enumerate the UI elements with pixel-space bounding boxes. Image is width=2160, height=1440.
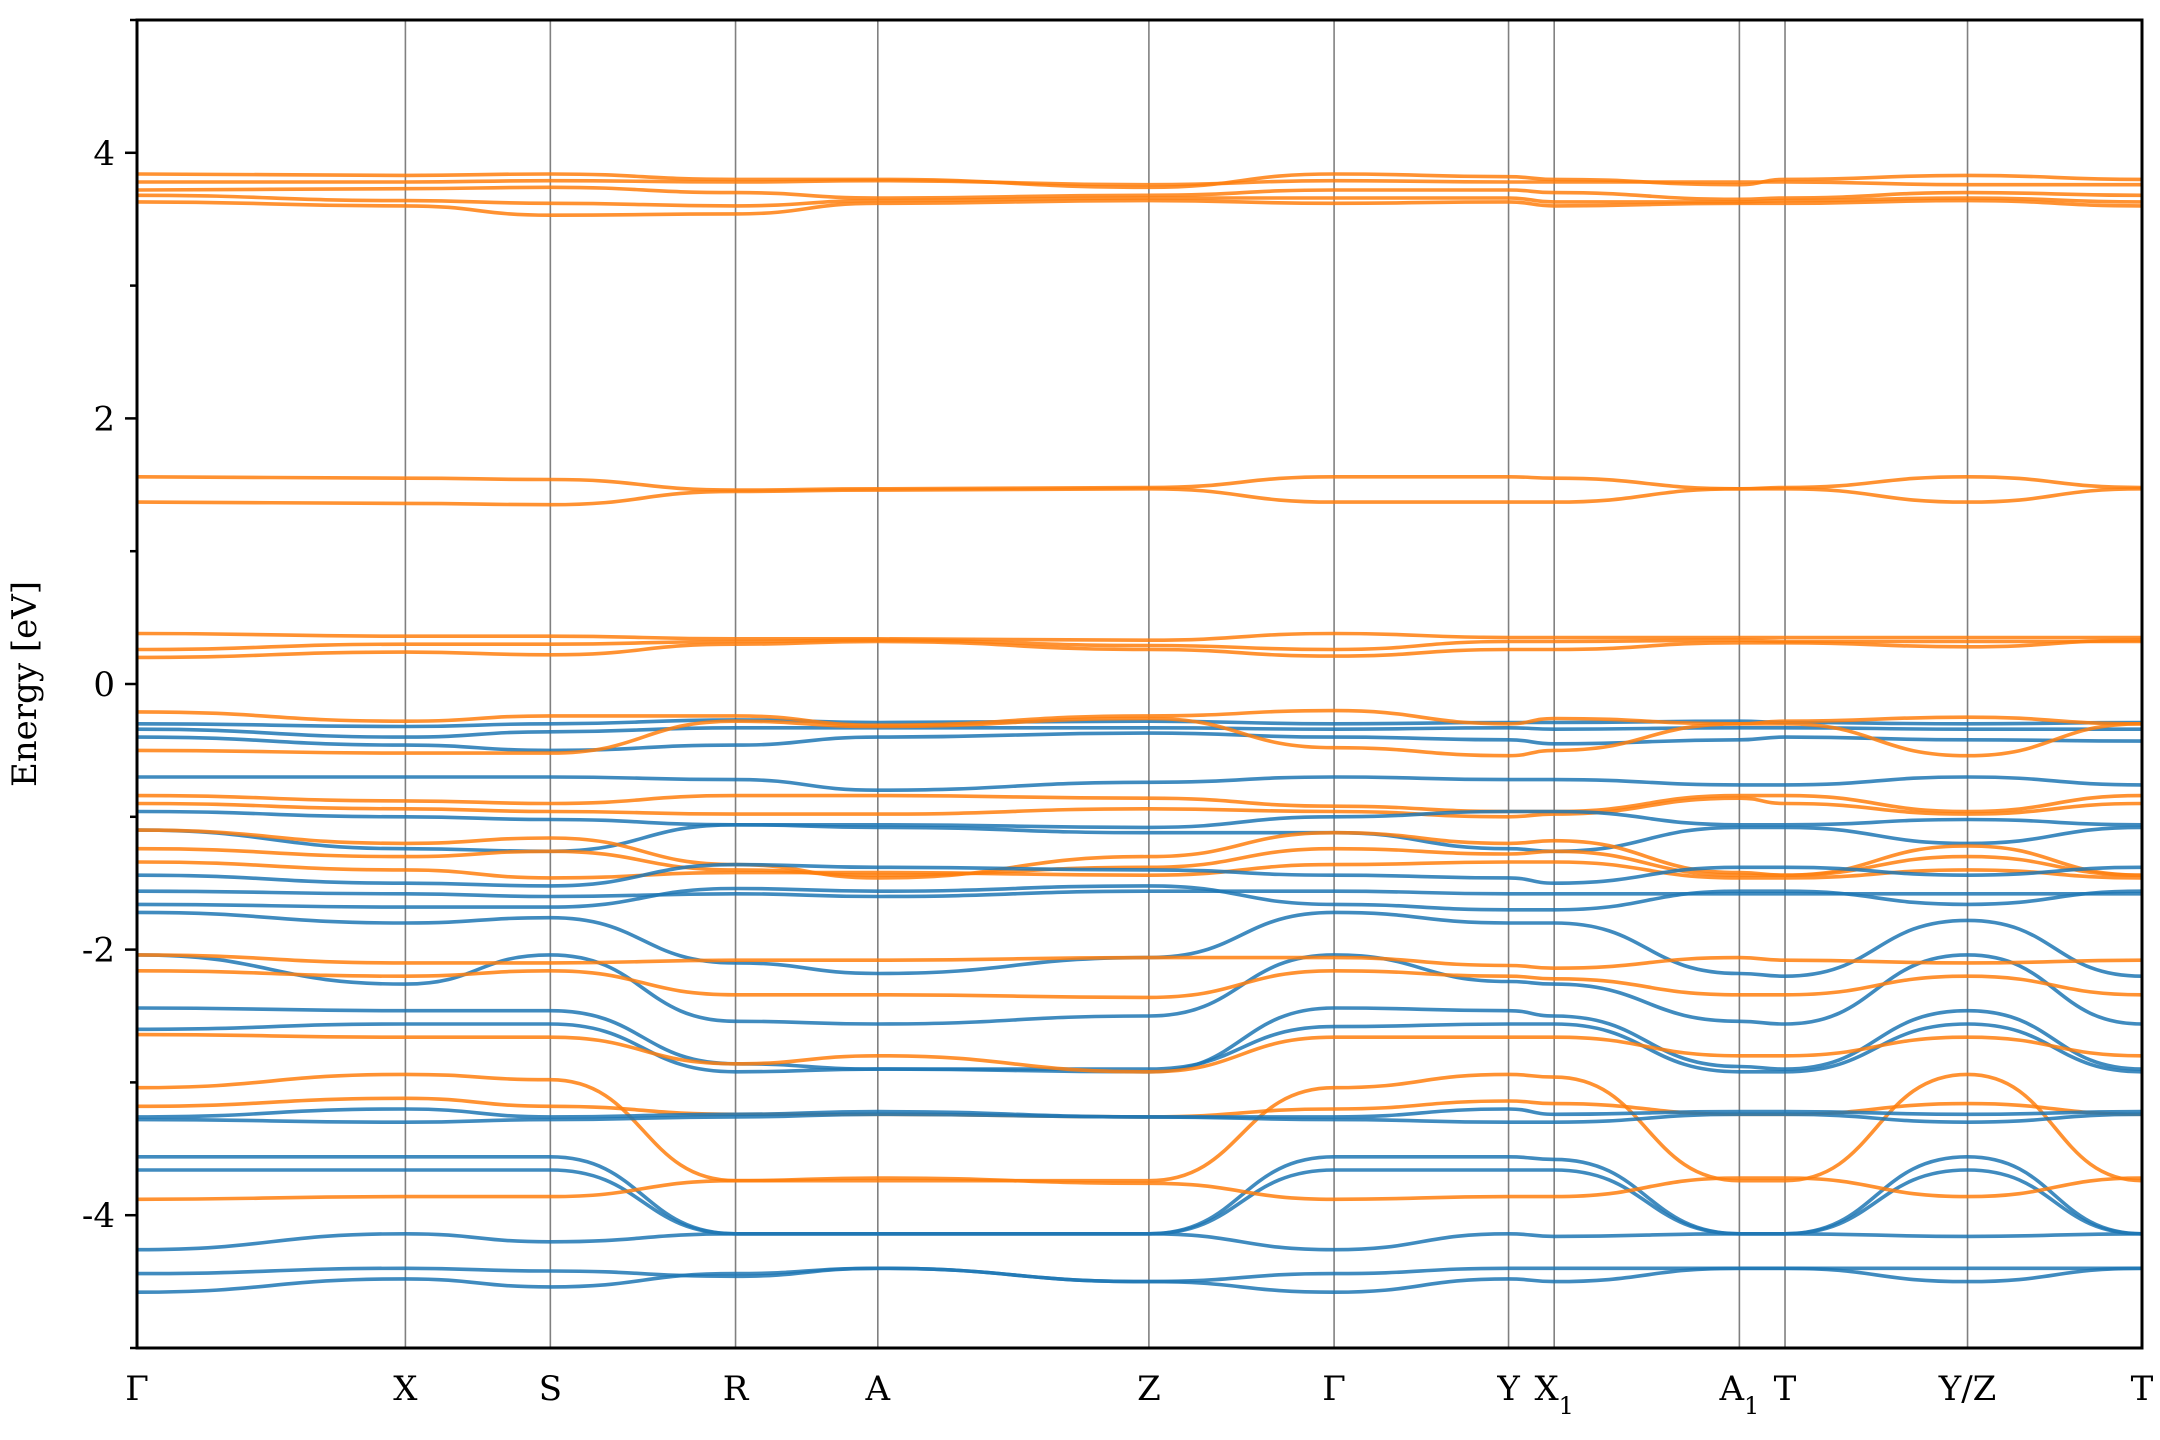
- x-tick-label: Y: [1496, 1369, 1520, 1409]
- high-symmetry-lines: [404, 20, 1969, 1348]
- conduction-band-33: [136, 1072, 2143, 1183]
- valence-band-18: [136, 809, 2143, 830]
- valence-band-15: [137, 775, 2143, 792]
- conduction-band-9: [136, 638, 2143, 660]
- conduction-band-7: [136, 631, 2142, 642]
- conduction-band-1: [137, 178, 2142, 187]
- conduction-band-16: [136, 793, 2143, 814]
- x-tick-label: Γ: [1322, 1369, 1346, 1409]
- conduction-band-0: [136, 172, 2143, 190]
- valence-band-23: [136, 862, 2143, 888]
- conduction-band-39: [136, 1176, 2143, 1202]
- conduction-band-32: [136, 1032, 2143, 1074]
- conduction-band-6: [136, 486, 2143, 507]
- conduction-band-29: [136, 969, 2143, 1000]
- x-axis: Γ X S R A Z Γ Y X1 A1 T Y/Z T: [125, 1369, 2153, 1420]
- y-tick-label: 4: [93, 134, 115, 174]
- conduction-band-21: [136, 846, 2143, 878]
- y-tick-label: 2: [93, 399, 115, 439]
- y-tick-label: -4: [82, 1196, 115, 1236]
- x-tick-label: X: [393, 1369, 418, 1409]
- valence-band-24: [136, 889, 2142, 899]
- valence-band-38: [137, 1168, 2143, 1236]
- conduction-band-3: [136, 193, 2143, 208]
- y-tick-label: 0: [93, 665, 115, 705]
- valence-band-26: [136, 910, 2143, 978]
- valence-band-42: [136, 1266, 2143, 1294]
- y-tick-label: -2: [82, 931, 115, 971]
- x-tick-label: T: [2131, 1369, 2154, 1409]
- valence-band-12: [136, 731, 2143, 753]
- conduction-band-22: [136, 860, 2143, 880]
- valence-band-11: [136, 725, 2142, 739]
- x-tick-label: T: [1774, 1369, 1797, 1409]
- x-tick-label: X1: [1534, 1369, 1574, 1420]
- valence-band-36: [136, 1112, 2143, 1125]
- x-tick-label: Z: [1137, 1369, 1161, 1409]
- conduction-band-28: [136, 953, 2143, 970]
- y-axis-label: Energy [eV]: [5, 581, 45, 787]
- valence-band-30: [136, 1006, 2143, 1074]
- y-axis: -4 -2 0 2 4: [82, 18, 137, 1350]
- x-tick-label: R: [723, 1369, 750, 1409]
- x-tick-label: Γ: [125, 1369, 149, 1409]
- x-tick-label: Y/Z: [1938, 1369, 1997, 1409]
- conduction-band-14: [136, 716, 2143, 758]
- conduction-band-17: [136, 796, 2143, 819]
- plot-frame: [135, 18, 2144, 1350]
- band-lines: [136, 172, 2143, 1294]
- conduction-band-2: [136, 185, 2143, 202]
- conduction-band-4: [136, 198, 2143, 217]
- x-tick-label: A: [865, 1369, 891, 1409]
- valence-band-27: [136, 953, 2143, 1026]
- valence-band-40: [136, 1231, 2143, 1252]
- valence-band-25: [136, 884, 2143, 912]
- conduction-band-13: [136, 708, 2143, 727]
- x-tick-label: S: [539, 1369, 562, 1409]
- x-tick-label: A1: [1718, 1369, 1759, 1420]
- valence-band-31: [136, 1022, 2143, 1074]
